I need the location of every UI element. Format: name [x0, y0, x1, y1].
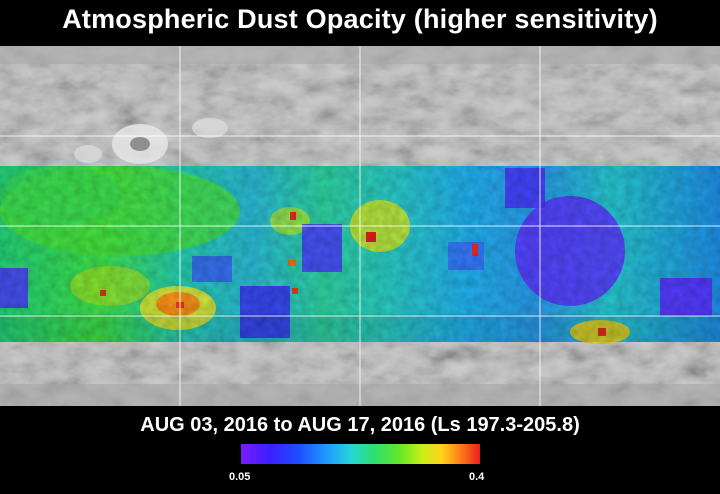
date-range: AUG 03, 2016 to AUG 17, 2016 (Ls 197.3-2…: [140, 414, 580, 436]
colorbar-max-label: 0.4: [469, 471, 485, 483]
colorbar-min-label: 0.05: [229, 471, 251, 483]
colorbar: [241, 444, 480, 464]
map-title: Atmospheric Dust Opacity (higher sensiti…: [62, 4, 658, 34]
dust-opacity-map: [0, 46, 720, 406]
lat-lon-grid: [0, 46, 720, 406]
